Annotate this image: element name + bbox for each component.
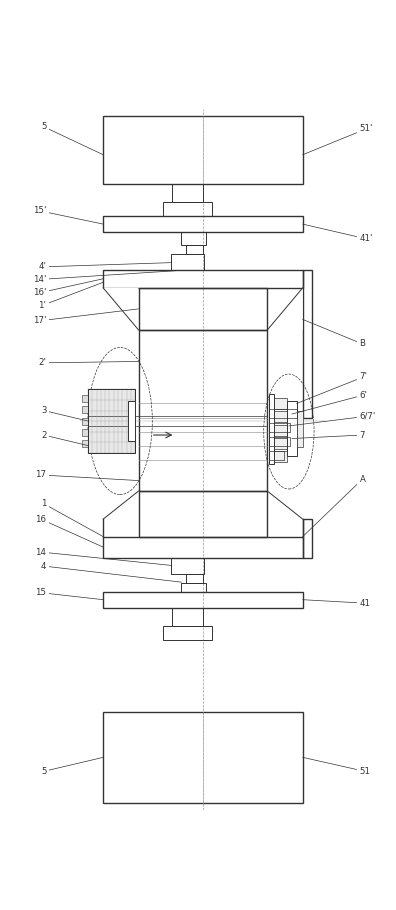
Bar — [269, 398, 287, 410]
Text: 2': 2' — [38, 359, 139, 368]
Bar — [88, 389, 135, 452]
Bar — [139, 491, 267, 537]
Text: 3: 3 — [41, 406, 88, 421]
Polygon shape — [103, 491, 139, 519]
Bar — [171, 254, 204, 270]
Text: A: A — [303, 475, 366, 537]
Text: 7: 7 — [292, 430, 365, 440]
Bar — [303, 270, 312, 418]
Text: 51': 51' — [303, 125, 373, 155]
Bar — [269, 424, 287, 436]
Text: 2: 2 — [41, 430, 88, 446]
Bar — [172, 608, 203, 625]
Polygon shape — [103, 288, 139, 330]
Text: 14': 14' — [33, 270, 181, 284]
Bar — [128, 401, 135, 440]
Text: 17: 17 — [35, 470, 139, 480]
Text: 4: 4 — [41, 561, 181, 582]
Text: 51: 51 — [303, 757, 371, 776]
Text: 15': 15' — [33, 207, 103, 224]
Bar — [269, 394, 274, 464]
Text: 1': 1' — [38, 282, 103, 310]
Text: 5: 5 — [41, 757, 103, 776]
Bar — [82, 406, 88, 413]
Bar — [181, 583, 206, 592]
Bar — [269, 423, 290, 431]
Bar — [139, 288, 267, 330]
Bar — [269, 410, 297, 418]
Text: 7': 7' — [297, 372, 367, 403]
Bar — [287, 401, 297, 456]
Bar — [103, 592, 303, 608]
Bar — [303, 519, 312, 558]
Bar — [297, 410, 303, 447]
Text: 16': 16' — [33, 278, 103, 298]
Bar — [163, 625, 212, 640]
Bar — [269, 411, 287, 422]
Text: 41: 41 — [303, 599, 371, 608]
Text: 41': 41' — [303, 224, 373, 243]
Text: 4': 4' — [38, 262, 171, 271]
Text: 5: 5 — [41, 122, 103, 155]
Bar — [181, 232, 206, 245]
Bar — [172, 184, 203, 202]
Text: 14: 14 — [35, 548, 171, 565]
Bar — [82, 429, 88, 436]
Bar — [269, 438, 287, 449]
Bar — [103, 712, 303, 803]
Text: 15: 15 — [35, 588, 103, 600]
Polygon shape — [267, 491, 303, 519]
Text: 1: 1 — [41, 500, 103, 537]
Bar — [103, 116, 303, 184]
Text: 6/7': 6/7' — [289, 411, 376, 426]
Bar — [269, 437, 290, 446]
Bar — [103, 270, 303, 288]
Text: 16: 16 — [35, 515, 103, 547]
Bar — [103, 216, 303, 232]
Bar — [82, 418, 88, 424]
Bar — [82, 395, 88, 402]
Text: 17': 17' — [33, 308, 139, 325]
Bar — [186, 245, 203, 254]
Bar — [163, 202, 212, 216]
Bar — [171, 558, 204, 574]
Bar — [269, 451, 284, 460]
Bar — [269, 451, 287, 462]
Bar — [139, 330, 267, 491]
Polygon shape — [267, 288, 303, 330]
Text: B: B — [303, 319, 366, 349]
Bar — [82, 440, 88, 447]
Text: 6': 6' — [292, 390, 367, 414]
Bar — [186, 574, 203, 583]
Bar — [103, 537, 303, 558]
Bar — [88, 389, 135, 452]
